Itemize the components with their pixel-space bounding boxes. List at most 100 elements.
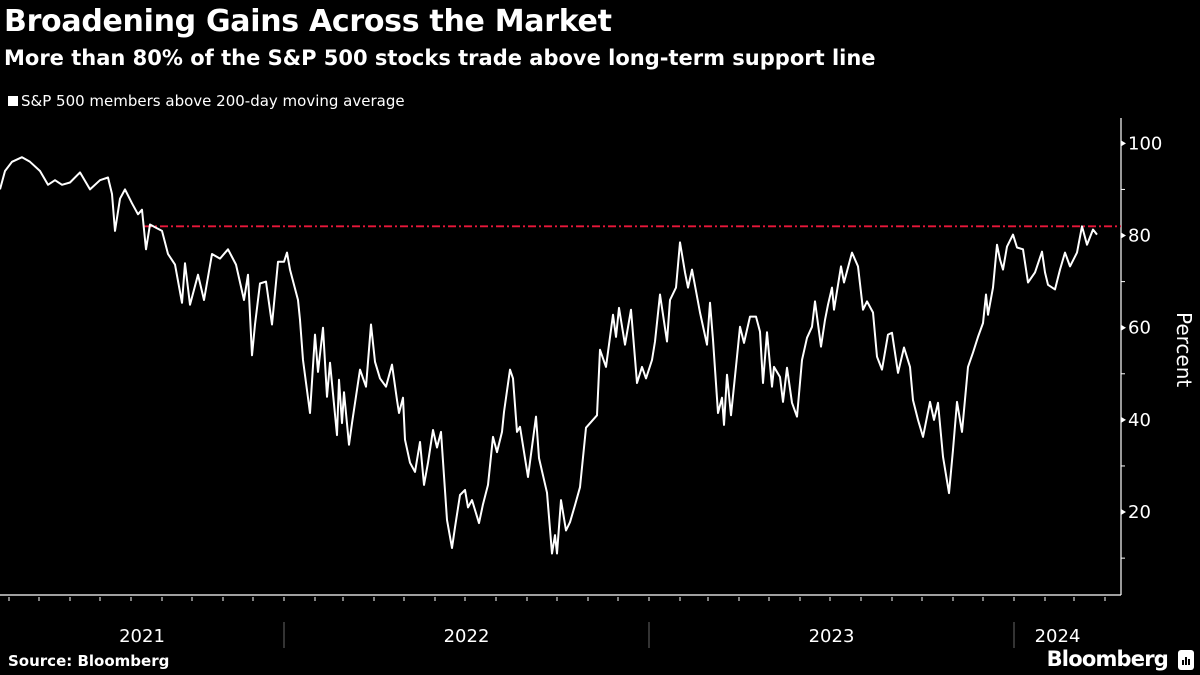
data-point xyxy=(124,188,126,190)
data-point xyxy=(482,503,484,505)
data-point xyxy=(917,419,919,421)
data-point xyxy=(992,287,994,289)
data-point xyxy=(467,506,469,508)
data-point xyxy=(1069,265,1071,267)
data-point xyxy=(736,356,738,358)
data-point xyxy=(1044,271,1046,273)
data-point xyxy=(1054,288,1056,290)
data-point xyxy=(654,341,656,343)
data-point xyxy=(857,265,859,267)
data-point xyxy=(464,489,466,491)
data-point xyxy=(436,447,438,449)
data-point xyxy=(755,316,757,318)
data-point xyxy=(556,553,558,555)
data-point xyxy=(1092,229,1094,231)
y-tick-label: 80 xyxy=(1128,226,1151,247)
data-point xyxy=(862,309,864,311)
y-tick-label: 100 xyxy=(1128,133,1162,154)
bloomberg-terminal-icon xyxy=(1178,650,1194,670)
x-tick-label: 2024 xyxy=(1035,626,1081,647)
data-point xyxy=(419,441,421,443)
data-point xyxy=(336,434,338,436)
data-point xyxy=(254,323,256,325)
data-point xyxy=(709,302,711,304)
data-point xyxy=(599,349,601,351)
data-point xyxy=(527,476,529,478)
data-point xyxy=(773,366,775,368)
y-tick-label: 40 xyxy=(1128,410,1151,431)
data-point xyxy=(1059,269,1061,271)
data-point xyxy=(666,341,668,343)
data-point xyxy=(1064,252,1066,254)
data-point xyxy=(551,553,553,555)
y-tick xyxy=(1121,416,1126,423)
data-point xyxy=(579,486,581,488)
data-point xyxy=(999,258,1001,260)
data-point xyxy=(341,422,343,424)
data-point xyxy=(1012,234,1014,236)
data-point xyxy=(414,471,416,473)
data-point xyxy=(956,401,958,403)
y-tick-label: 60 xyxy=(1128,318,1151,339)
data-point xyxy=(779,376,781,378)
source-note: Source: Bloomberg xyxy=(8,652,170,670)
data-point xyxy=(131,202,133,204)
data-point xyxy=(1022,248,1024,250)
data-point xyxy=(89,188,91,190)
data-point xyxy=(1086,244,1088,246)
data-point xyxy=(1096,234,1098,236)
data-point xyxy=(712,339,714,341)
data-point xyxy=(891,332,893,334)
data-point xyxy=(759,331,761,333)
data-point xyxy=(605,366,607,368)
data-point xyxy=(730,414,732,416)
data-point xyxy=(574,504,576,506)
data-point xyxy=(203,299,205,301)
data-point xyxy=(801,359,803,361)
data-point xyxy=(370,323,372,325)
data-point xyxy=(277,261,279,263)
data-point xyxy=(492,436,494,438)
data-point xyxy=(61,184,63,186)
legend-label: S&P 500 members above 200-day moving ave… xyxy=(21,92,405,110)
data-point xyxy=(565,529,567,531)
data-point xyxy=(723,424,725,426)
data-point xyxy=(749,316,751,318)
data-point xyxy=(887,334,889,336)
data-point xyxy=(691,269,693,271)
data-point xyxy=(471,499,473,501)
data-point xyxy=(322,327,324,329)
data-point xyxy=(137,213,139,215)
data-point xyxy=(219,258,221,260)
data-point xyxy=(11,161,13,163)
y-tick-label: 20 xyxy=(1128,502,1151,523)
data-point xyxy=(516,431,518,433)
data-point xyxy=(111,193,113,195)
data-point xyxy=(145,248,147,250)
data-point xyxy=(265,281,267,283)
data-point xyxy=(782,401,784,403)
data-point xyxy=(107,176,109,178)
data-point xyxy=(385,386,387,388)
data-point xyxy=(679,241,681,243)
data-point xyxy=(343,391,345,393)
data-point xyxy=(937,402,939,404)
data-point xyxy=(942,456,944,458)
data-point xyxy=(538,457,540,459)
data-point xyxy=(1027,282,1029,284)
data-point xyxy=(402,397,404,399)
chart-subtitle: More than 80% of the S&P 500 stocks trad… xyxy=(4,46,876,70)
data-point xyxy=(612,314,614,316)
series-line xyxy=(0,156,1098,555)
data-point xyxy=(651,359,653,361)
data-point xyxy=(459,494,461,496)
data-point xyxy=(811,326,813,328)
data-point xyxy=(771,386,773,388)
data-point xyxy=(1034,271,1036,273)
data-point xyxy=(451,547,453,549)
data-point xyxy=(952,449,954,451)
data-point xyxy=(509,369,511,371)
data-point xyxy=(391,364,393,366)
y-axis-label: Percent xyxy=(1172,312,1196,388)
data-point xyxy=(851,252,853,254)
